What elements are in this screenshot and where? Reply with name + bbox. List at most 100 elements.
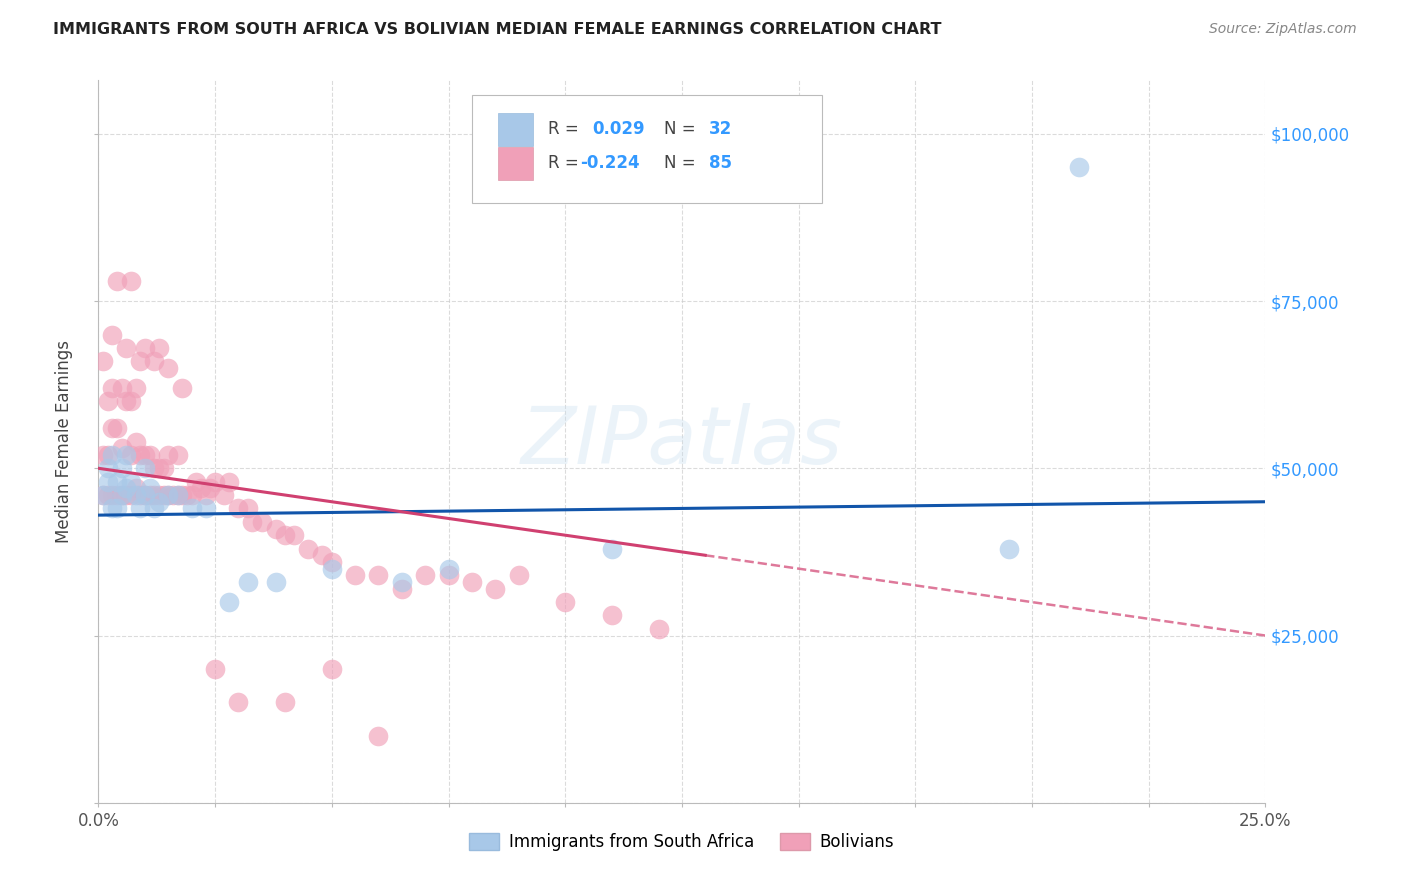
Point [134,461,156,475]
Point [105,501,128,516]
Point [274,528,297,542]
Point [228,501,250,516]
Point [129,448,152,462]
Y-axis label: Median Female Earnings: Median Female Earnings [55,340,73,543]
Point [139,448,162,462]
Point [105,488,128,502]
Point [157,488,180,502]
Point [484,582,506,596]
Point [115,341,138,355]
Point [115,482,138,496]
Point [101,381,124,395]
Point [508,568,530,582]
Text: ZIPatlas: ZIPatlas [520,402,844,481]
Point [129,501,152,516]
Text: 32: 32 [709,120,733,138]
Point [148,494,170,508]
Point [97,448,120,462]
Text: 0.029: 0.029 [592,120,645,138]
Point [283,528,305,542]
Point [120,448,142,462]
Point [554,595,576,609]
Point [214,488,236,502]
Point [311,548,333,563]
Point [413,568,436,582]
Point [218,595,240,609]
Point [172,381,194,395]
FancyBboxPatch shape [472,95,823,203]
Point [172,488,194,502]
Point [134,341,156,355]
Text: R =: R = [548,154,583,172]
Point [97,461,120,475]
Point [600,541,623,556]
Point [120,488,142,502]
Point [111,381,134,395]
Point [115,394,138,409]
Point [143,488,166,502]
Point [111,488,134,502]
Point [166,488,188,502]
Point [101,501,124,516]
Point [166,488,188,502]
Point [125,488,148,502]
Point [97,475,120,489]
Point [204,662,226,676]
Point [157,361,180,376]
Point [152,461,174,475]
Point [321,662,343,676]
Point [176,488,198,502]
Point [111,488,134,502]
Text: 85: 85 [709,154,731,172]
Point [997,541,1019,556]
Point [148,461,170,475]
Point [125,434,148,449]
Point [391,575,413,590]
Point [264,521,287,535]
Point [125,381,148,395]
Point [115,448,138,462]
Point [250,515,273,529]
Point [180,488,202,502]
Point [143,354,166,368]
Point [125,482,148,496]
Point [186,475,208,489]
Text: N =: N = [665,154,702,172]
Point [162,488,184,502]
Point [647,622,669,636]
Point [101,448,124,462]
Legend: Immigrants from South Africa, Bolivians: Immigrants from South Africa, Bolivians [461,825,903,860]
Point [105,421,128,435]
Point [91,488,114,502]
Point [148,488,170,502]
Point [194,501,217,516]
Point [120,475,142,489]
Point [321,555,343,569]
Point [218,475,240,489]
Point [120,394,142,409]
Point [157,448,180,462]
FancyBboxPatch shape [498,113,533,145]
Point [204,475,226,489]
Point [139,482,162,496]
Point [105,274,128,288]
Point [274,696,297,710]
Point [111,441,134,455]
Point [367,729,389,743]
Point [461,575,484,590]
Point [437,568,460,582]
Point [115,488,138,502]
Text: -0.224: -0.224 [581,154,640,172]
Point [600,608,623,623]
Point [367,568,389,582]
Text: R =: R = [548,120,583,138]
Point [143,461,166,475]
Point [101,488,124,502]
Point [148,341,170,355]
Text: IMMIGRANTS FROM SOUTH AFRICA VS BOLIVIAN MEDIAN FEMALE EARNINGS CORRELATION CHAR: IMMIGRANTS FROM SOUTH AFRICA VS BOLIVIAN… [53,22,942,37]
Point [101,421,124,435]
Point [105,475,128,489]
Point [134,488,156,502]
Point [129,488,152,502]
Point [391,582,413,596]
